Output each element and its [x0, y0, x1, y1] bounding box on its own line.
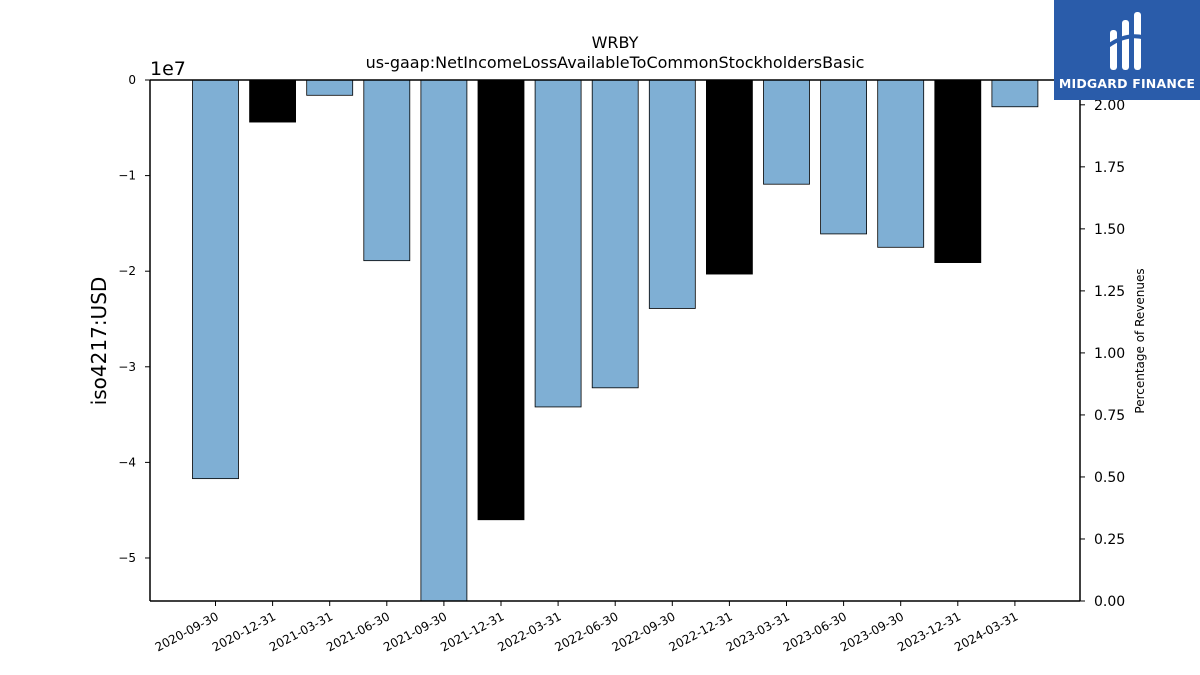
- bar-2023-12-31: [934, 79, 982, 263]
- bar-2021-03-31: [306, 79, 354, 96]
- y-right-tick-label: 1.50: [1094, 222, 1125, 238]
- x-tick-label: 2022-12-31: [667, 609, 735, 654]
- x-tick-label: 2020-09-30: [153, 609, 221, 654]
- x-tick-label: 2022-06-30: [552, 609, 620, 654]
- y-tick-label: −2: [118, 264, 136, 278]
- bar-2021-09-30: [420, 79, 468, 602]
- y-ticks-left: 0 −1 −2 −3 −4 −5: [118, 73, 150, 565]
- midgard-logo-icon: [1106, 11, 1147, 70]
- bars-group: [192, 79, 1039, 602]
- x-tick-label: 2022-03-31: [495, 609, 563, 654]
- x-tick-label: 2021-03-31: [267, 609, 335, 654]
- x-tick-label: 2023-06-30: [781, 609, 849, 654]
- y-right-tick-label: 0.75: [1094, 408, 1125, 424]
- bar-2020-12-31: [249, 79, 297, 123]
- bar-2022-03-31: [534, 79, 582, 408]
- x-tick-label: 2021-06-30: [324, 609, 392, 654]
- y-tick-label: 0: [128, 73, 136, 87]
- x-tick-label: 2021-12-31: [438, 609, 506, 654]
- brand-logo: MIDGARD FINANCE: [1054, 0, 1200, 100]
- x-tick-label: 2023-12-31: [895, 609, 963, 654]
- y-right-tick-label: 1.75: [1094, 160, 1125, 176]
- y-right-tick-label: 0.00: [1094, 594, 1125, 610]
- bar-2021-06-30: [363, 79, 411, 262]
- y-offset-label: 1e7: [150, 58, 186, 80]
- chart-subtitle: us-gaap:NetIncomeLossAvailableToCommonSt…: [366, 53, 865, 72]
- y-tick-label: −5: [118, 551, 136, 565]
- x-tick-label: 2023-03-31: [724, 609, 792, 654]
- y-right-tick-label: 1.00: [1094, 346, 1125, 362]
- x-tick-label: 2022-09-30: [610, 609, 678, 654]
- bar-2021-12-31: [477, 79, 525, 521]
- y-tick-label: −4: [118, 455, 136, 469]
- x-tick-label: 2023-09-30: [838, 609, 906, 654]
- bar-2023-06-30: [820, 79, 867, 235]
- y-right-tick-label: 1.25: [1094, 284, 1125, 300]
- brand-name: MIDGARD FINANCE: [1058, 75, 1196, 91]
- y-tick-label: −1: [118, 169, 136, 183]
- x-tick-label: 2021-09-30: [381, 609, 449, 654]
- bar-2023-03-31: [763, 79, 810, 185]
- y-axis-label: iso4217:USD: [87, 277, 111, 406]
- y-right-tick-label: 0.25: [1094, 532, 1125, 548]
- x-tick-label: 2020-12-31: [210, 609, 278, 654]
- y-tick-label: −3: [118, 360, 136, 374]
- chart-title: WRBY: [592, 33, 639, 52]
- bar-2022-12-31: [706, 79, 753, 275]
- bar-2020-09-30: [192, 79, 239, 480]
- x-tick-label: 2024-03-31: [952, 609, 1020, 654]
- y-right-tick-label: 2.00: [1094, 98, 1125, 114]
- bar-2022-09-30: [648, 79, 696, 309]
- bar-2024-03-31: [991, 79, 1039, 108]
- bar-2023-09-30: [877, 79, 925, 248]
- y-ticks-right: 0.00 0.25 0.50 0.75 1.00 1.25 1.50 1.75 2.00: [1080, 98, 1125, 610]
- x-ticks: 2020-09-302020-12-312021-03-312021-06-30…: [153, 601, 1020, 654]
- y-right-tick-label: 0.50: [1094, 470, 1125, 486]
- bar-2022-06-30: [591, 79, 639, 389]
- y-axis-right-label: Percentage of Revenues: [1133, 268, 1147, 413]
